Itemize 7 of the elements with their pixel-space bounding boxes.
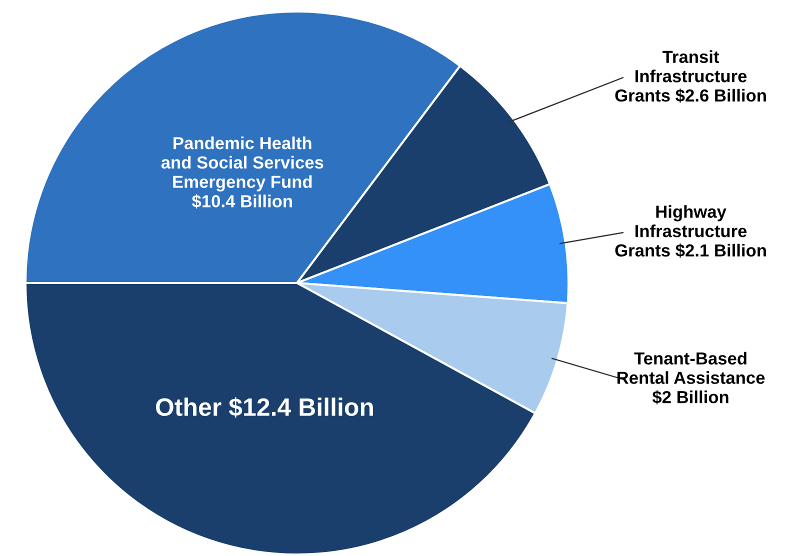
data-label: $2 Billion: [652, 390, 728, 404]
slice-label: Transit Infrastructure Grants $2.6 Billion: [615, 50, 766, 103]
slice-label: Highway Infrastructure Grants $2.1 Billion: [615, 205, 766, 258]
data-label: $10.4 Billion: [192, 194, 292, 208]
slice-label: Other $12.4 Billion: [156, 397, 373, 418]
slice-label: Tenant-Based Rental Assistance: [617, 352, 765, 384]
slice-label: Pandemic Health and Social Services Emergency Fund: [161, 136, 324, 192]
